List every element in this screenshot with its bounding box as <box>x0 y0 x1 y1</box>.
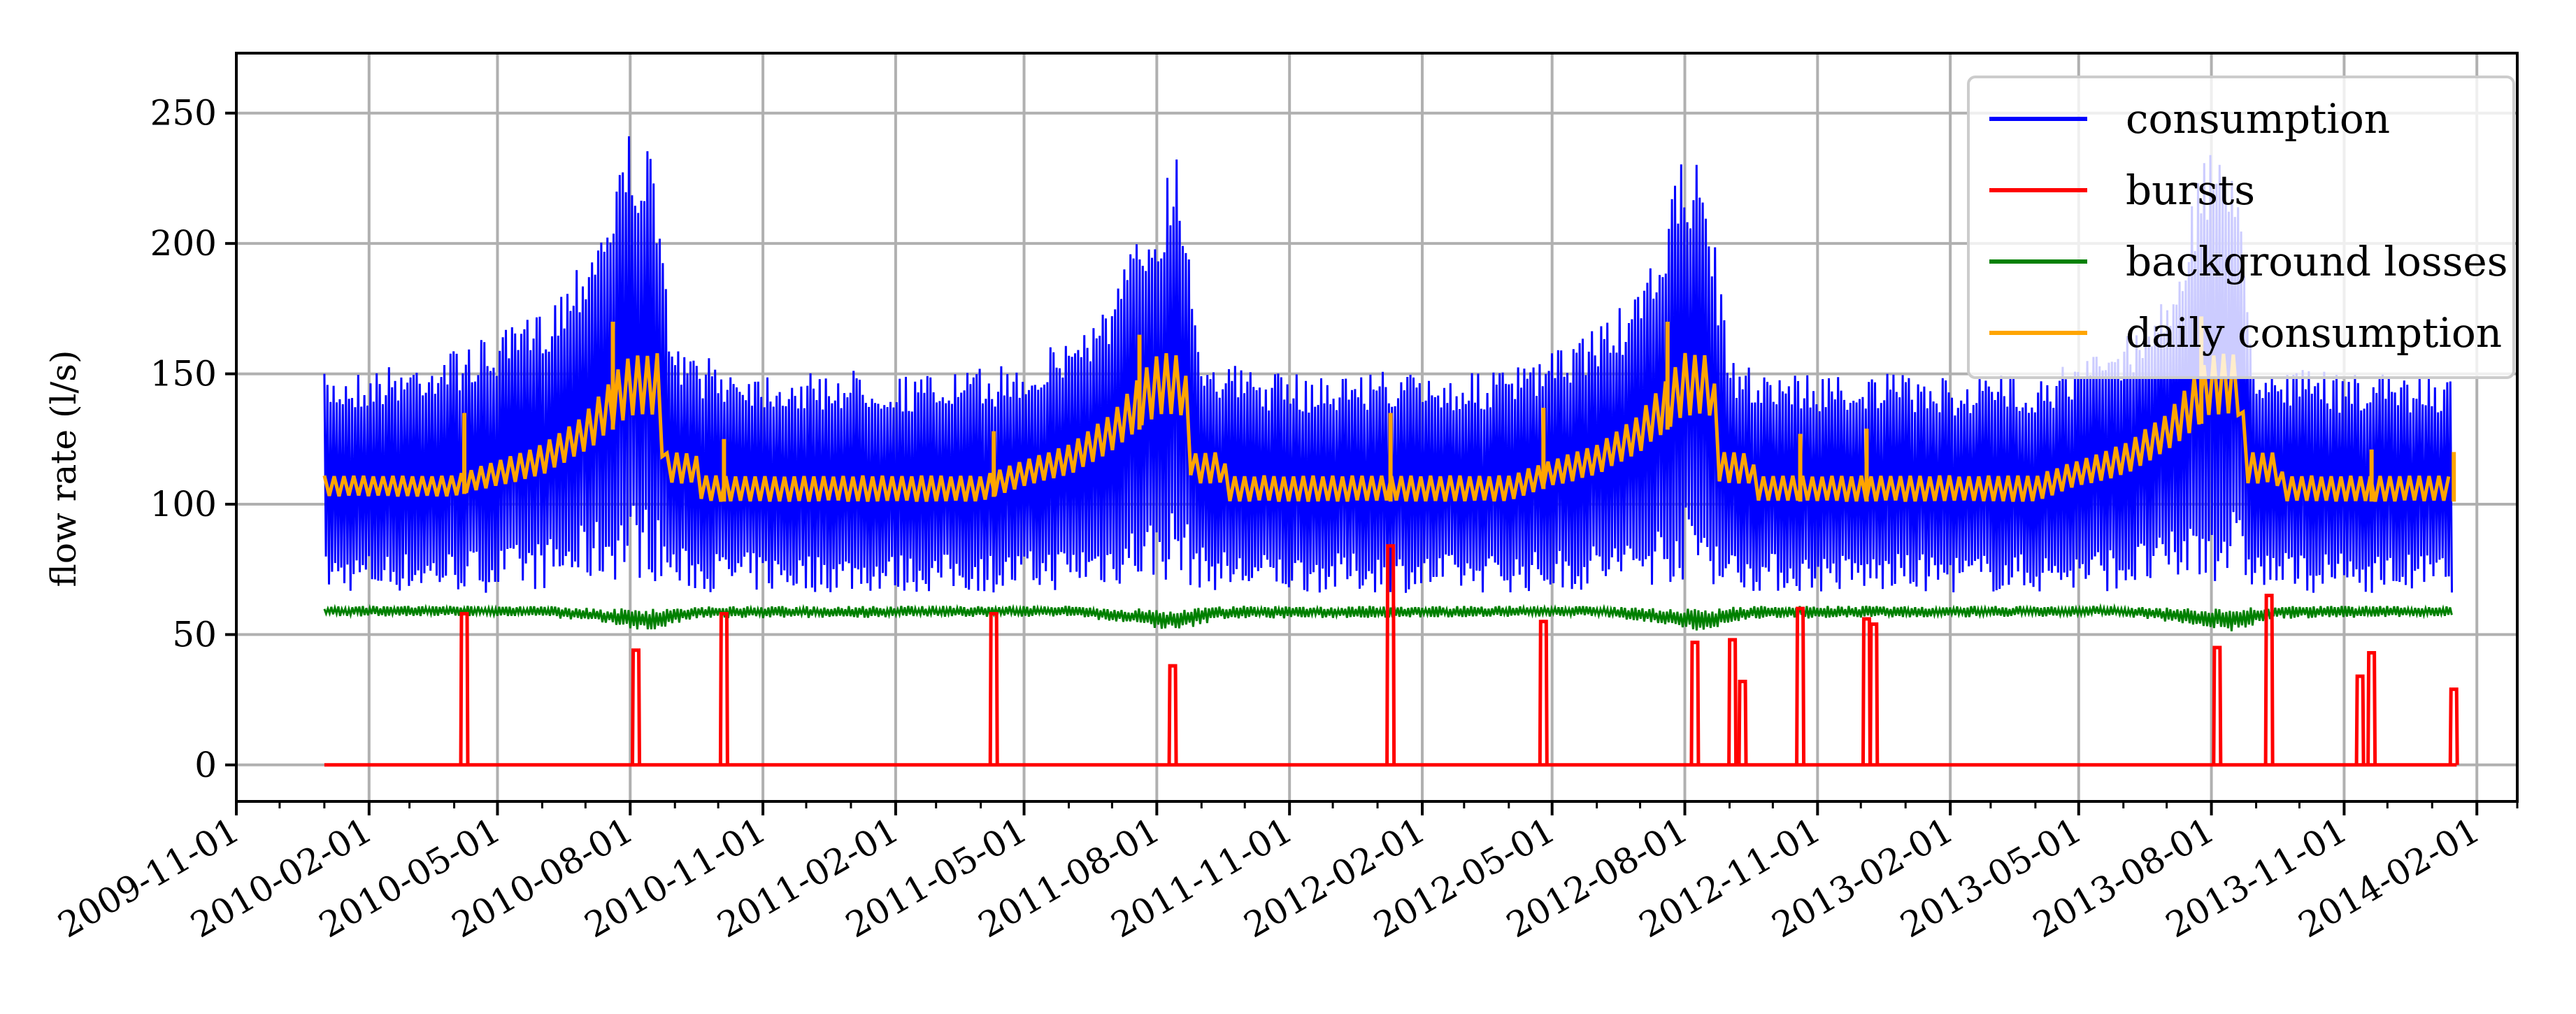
burst-spike <box>1689 641 1701 765</box>
burst-spike <box>1795 606 1806 765</box>
burst-spike <box>1737 680 1748 765</box>
y-tick-label: 50 <box>172 614 217 655</box>
burst-spike <box>2354 674 2366 765</box>
y-axis-label: flow rate (l/s) <box>43 350 84 587</box>
y-tick-label: 0 <box>194 745 217 785</box>
y-tick-label: 100 <box>150 484 217 524</box>
legend-label: background losses <box>2126 238 2507 285</box>
burst-spike <box>2448 687 2459 765</box>
burst-spike <box>1538 620 1549 765</box>
burst-spike <box>988 612 999 765</box>
legend-label: bursts <box>2126 166 2255 214</box>
y-tick-label: 200 <box>150 223 217 264</box>
burst-spike <box>1167 664 1178 765</box>
burst-spike <box>2212 645 2223 765</box>
burst-spike <box>718 612 729 765</box>
burst-spike <box>1727 638 1738 765</box>
legend-box <box>1967 76 2515 379</box>
legend-label: consumption <box>2126 95 2390 143</box>
burst-spike <box>2366 650 2377 765</box>
legend-label: daily consumption <box>2126 309 2502 357</box>
burst-spike <box>2263 593 2275 765</box>
y-tick-label: 150 <box>150 354 217 394</box>
legend: consumption bursts background losses daily … <box>1967 76 2515 379</box>
burst-spike <box>459 612 470 765</box>
y-tick-label: 250 <box>150 93 217 134</box>
burst-spike <box>1385 544 1396 765</box>
burst-spike <box>1868 622 1880 765</box>
burst-spike <box>631 648 642 765</box>
series-line-daily-consumption <box>322 352 2451 502</box>
